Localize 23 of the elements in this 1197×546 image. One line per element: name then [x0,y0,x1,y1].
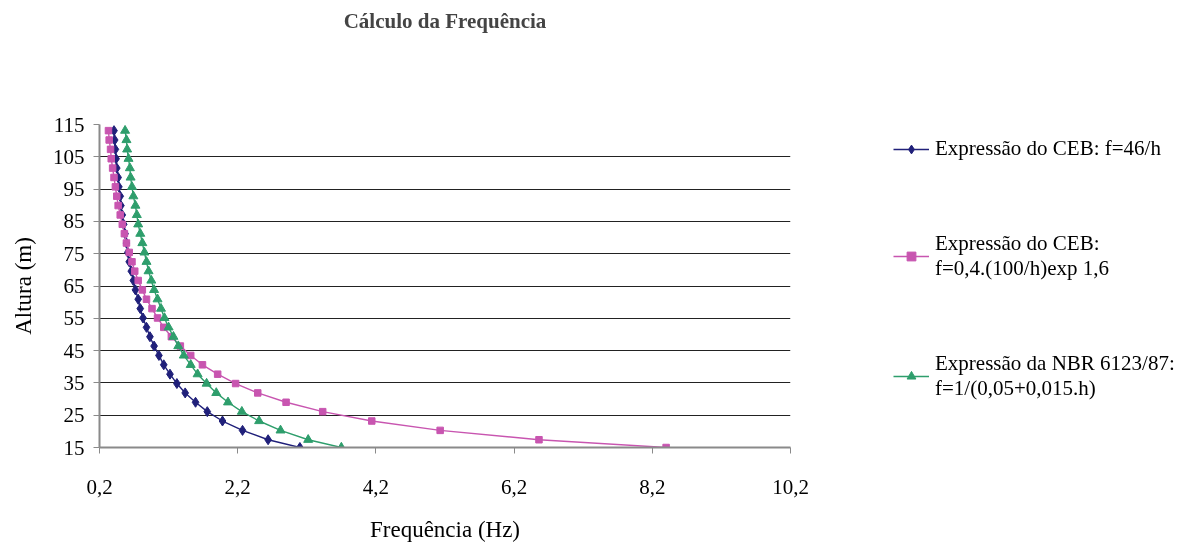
y-tick-label: 85 [63,209,85,234]
y-tick-label: 25 [63,403,85,428]
chart-title: Cálculo da Frequência [343,8,547,33]
x-tick-label: 10,2 [772,474,809,499]
x-tick-label: 0,2 [86,474,113,499]
y-axis-title: Altura (m) [11,237,36,335]
x-axis-title: Frequência (Hz) [369,516,521,542]
y-tick-label: 45 [63,338,85,363]
y-tick-label: 35 [63,370,85,395]
y-tick-label: 115 [53,112,85,137]
y-tick-label: 75 [63,241,85,266]
x-tick-label: 2,2 [224,474,251,499]
legend-label: Expressão do CEB: f=46/h [935,136,1161,161]
y-tick-label: 65 [63,274,85,298]
y-tick-label: 15 [63,435,85,460]
x-tick-label: 8,2 [639,474,666,499]
y-tick-label: 95 [63,177,85,202]
x-tick-label: 4,2 [362,474,390,499]
legend-label: Expressão da NBR 6123/87: f=1/(0,05+0,015.h) [935,351,1175,401]
y-tick-label: 105 [53,144,85,169]
x-tick-label: 6,2 [500,474,528,499]
y-tick-label: 55 [63,306,85,331]
legend-label: Expressão do CEB: f=0,4.(100/h)exp 1,6 [935,231,1109,281]
